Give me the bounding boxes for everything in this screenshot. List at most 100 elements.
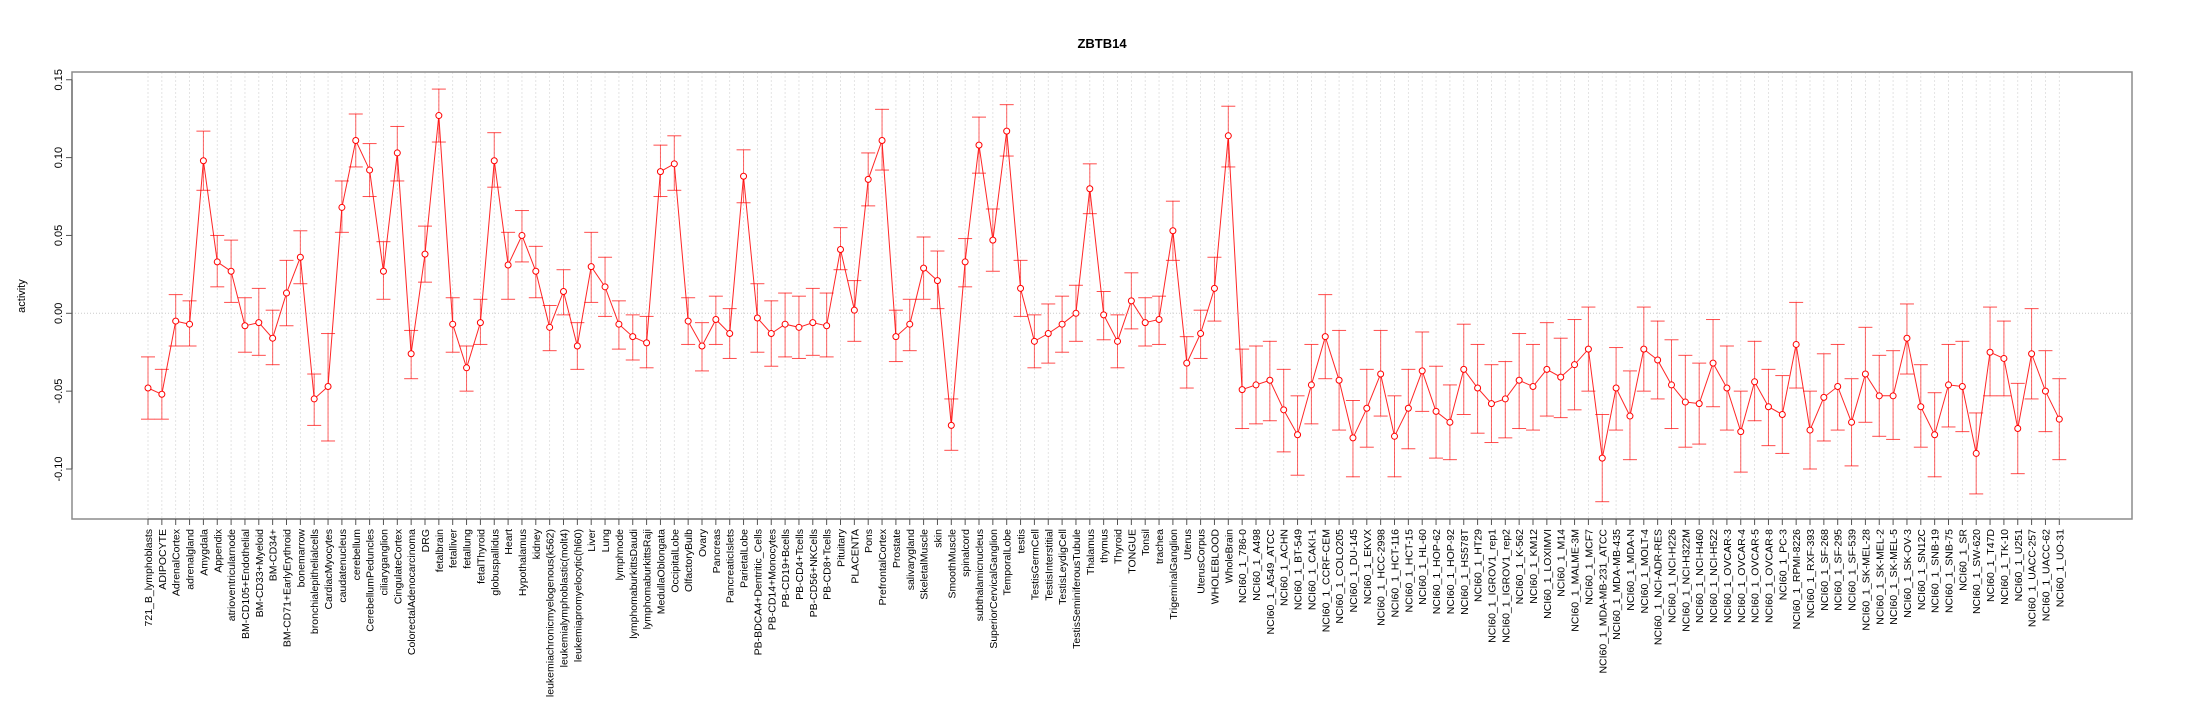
data-point xyxy=(227,267,235,275)
data-point-group xyxy=(1581,306,1596,392)
data-point-group xyxy=(1096,291,1111,341)
data-point-group xyxy=(473,298,488,345)
data-point xyxy=(1584,345,1592,353)
data-point-group xyxy=(1539,322,1554,417)
x-tick-label: WholeBrain xyxy=(1223,529,1235,583)
y-tick-label: -0.10 xyxy=(53,456,65,481)
x-tick-label: OlfactoryBulb xyxy=(683,529,695,592)
x-tick-label: NCI60_1_MALME-3M xyxy=(1570,529,1582,632)
data-point xyxy=(1238,386,1246,394)
x-tick-label: kidney xyxy=(531,528,543,559)
x-tick-label: Thalamus xyxy=(1085,529,1097,575)
data-point-group xyxy=(154,368,169,420)
data-point-group xyxy=(1595,414,1610,503)
data-point xyxy=(1446,418,1454,426)
data-point-group xyxy=(1913,364,1928,448)
data-point-group xyxy=(902,298,917,352)
x-tick-label: NCI60_1_TK-10 xyxy=(1999,529,2011,605)
data-point xyxy=(615,320,623,328)
data-point xyxy=(629,333,637,341)
data-point xyxy=(2028,350,2036,358)
data-point-group xyxy=(1664,339,1679,430)
data-point-group xyxy=(1442,384,1457,461)
data-point-group xyxy=(639,315,654,369)
data-point-group xyxy=(1249,345,1263,425)
data-point-group xyxy=(501,231,516,300)
data-point-group xyxy=(999,104,1014,157)
data-point-group xyxy=(376,241,391,300)
x-tick-label: NCI60_1_NCI-H460 xyxy=(1694,529,1706,623)
data-point-group xyxy=(1816,353,1831,442)
data-point xyxy=(656,168,664,176)
data-point-group xyxy=(1124,272,1139,330)
data-point xyxy=(504,261,512,269)
data-point-group xyxy=(1927,392,1942,478)
data-point xyxy=(366,166,374,174)
y-tick-label: 0.15 xyxy=(53,69,65,90)
x-tick-label: leukemialymphoblastic(molt4) xyxy=(559,529,571,667)
data-point-group xyxy=(2010,382,2025,475)
x-tick-label: TrigeminalGanglion xyxy=(1168,529,1180,620)
data-point xyxy=(684,317,692,325)
data-point xyxy=(1723,384,1731,392)
x-tick-label: NCI60_1_MDA-MB-435 xyxy=(1611,529,1623,640)
data-point-group xyxy=(265,309,280,366)
data-point xyxy=(269,334,277,342)
data-point-group xyxy=(750,283,765,353)
x-tick-label: Lung xyxy=(600,529,612,553)
data-point xyxy=(795,323,803,331)
data-point-group xyxy=(1068,284,1083,342)
data-point xyxy=(1474,384,1482,392)
x-tick-label: Heart xyxy=(503,529,515,555)
data-point-group xyxy=(1733,390,1748,473)
data-point-group xyxy=(598,256,613,317)
x-tick-label: NCI60_1_SN12C xyxy=(1916,529,1928,611)
data-point-group xyxy=(279,259,294,327)
x-tick-label: NCI60_1_HCT-15 xyxy=(1403,529,1415,613)
data-point-group xyxy=(653,144,668,198)
data-point-group xyxy=(1498,361,1513,439)
data-point xyxy=(698,342,706,350)
y-tick-label: 0.10 xyxy=(53,147,65,168)
data-point-group xyxy=(1290,395,1305,476)
data-point-group xyxy=(972,116,986,174)
data-point-group xyxy=(1678,354,1693,448)
data-point-group xyxy=(404,329,419,380)
data-point-group xyxy=(584,231,599,303)
x-tick-label: NCI60_1_SF-295 xyxy=(1833,529,1845,611)
x-tick-label: NCI60_1_SNB-19 xyxy=(1930,529,1942,613)
data-point-group xyxy=(1041,303,1056,364)
data-point-group xyxy=(1179,336,1194,389)
x-tick-label: NCI60_1_K-562 xyxy=(1514,529,1526,604)
data-point xyxy=(1903,334,1911,342)
data-point xyxy=(241,322,249,330)
data-point xyxy=(1640,345,1648,353)
data-point xyxy=(1931,431,1939,439)
x-tick-label: ADIPOCYTE xyxy=(157,529,169,590)
data-point-group xyxy=(390,125,405,182)
x-tick-label: NCI60_1_MCF7 xyxy=(1583,529,1595,605)
data-point xyxy=(560,288,567,296)
data-point xyxy=(1945,381,1952,389)
data-point-group xyxy=(1775,375,1790,454)
data-point xyxy=(837,245,844,253)
data-point-group xyxy=(1789,301,1804,389)
x-tick-label: NCI60_1_T47D xyxy=(1985,529,1997,602)
data-point-group xyxy=(1456,323,1471,416)
data-point-group xyxy=(1165,200,1180,261)
x-tick-label: globuspallidus xyxy=(489,529,501,596)
data-point-group xyxy=(1055,295,1070,353)
data-point xyxy=(892,333,900,341)
data-point-group xyxy=(611,300,626,350)
x-tick-label: 721_B_lymphoblasts xyxy=(143,529,155,626)
x-tick-label: NCI60_1_SF-539 xyxy=(1847,529,1859,611)
data-point-group xyxy=(251,287,266,356)
x-tick-label: NCI60_1_HS578T xyxy=(1459,528,1471,614)
data-point-group xyxy=(1858,326,1873,423)
x-tick-label: NCI60_1_SF-268 xyxy=(1819,529,1831,611)
data-point-group xyxy=(1207,256,1222,322)
data-point-group xyxy=(196,130,211,191)
x-tick-label: PLACENTA xyxy=(849,529,861,584)
data-point-group xyxy=(833,227,848,271)
